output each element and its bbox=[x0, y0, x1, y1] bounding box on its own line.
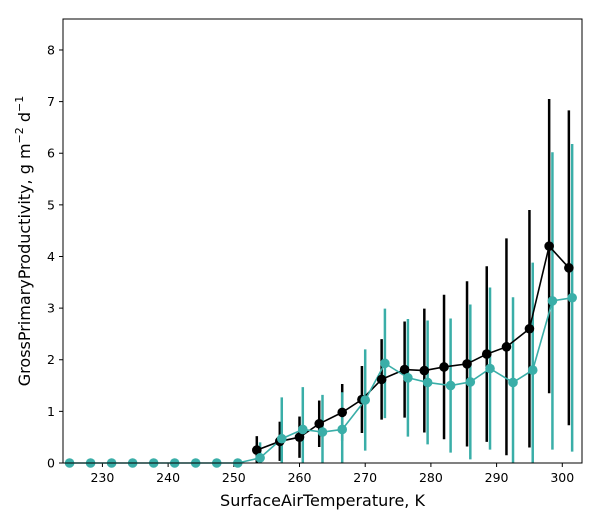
series-teal-markers bbox=[64, 292, 577, 468]
y-axis-label-mid: d bbox=[15, 112, 34, 127]
y-tick-label: 5 bbox=[47, 197, 55, 212]
data-point bbox=[255, 453, 265, 463]
data-point bbox=[445, 380, 456, 391]
data-point bbox=[360, 395, 371, 405]
data-point bbox=[544, 241, 554, 251]
y-axis-label-exp2: −1 bbox=[13, 96, 26, 112]
data-point bbox=[314, 418, 325, 429]
x-tick-label: 300 bbox=[550, 470, 574, 485]
x-axis-label: SurfaceAirTemperature, K bbox=[220, 491, 425, 510]
x-tick-label: 290 bbox=[485, 470, 509, 485]
ticks-layer: 230 240 250 260 270 280 290 300 0 1 2 3 4 5 6 7 8 bbox=[47, 42, 574, 485]
data-point bbox=[403, 373, 413, 383]
y-tick-label: 2 bbox=[47, 352, 55, 367]
x-tick-label: 280 bbox=[419, 470, 443, 485]
data-point bbox=[252, 445, 262, 455]
data-point bbox=[462, 359, 472, 369]
data-point bbox=[337, 424, 348, 435]
data-point bbox=[485, 363, 495, 374]
data-point bbox=[501, 342, 512, 352]
data-point bbox=[337, 407, 348, 418]
x-tick-label: 250 bbox=[222, 470, 246, 485]
data-point bbox=[567, 292, 577, 303]
data-point bbox=[422, 377, 433, 388]
y-tick-label: 8 bbox=[47, 42, 55, 57]
x-tick-label: 240 bbox=[156, 470, 180, 485]
y-tick-label: 6 bbox=[47, 146, 55, 161]
x-tick-label: 230 bbox=[90, 470, 114, 485]
data-point bbox=[294, 432, 305, 442]
y-tick-label: 7 bbox=[47, 94, 55, 109]
data-point bbox=[399, 364, 410, 375]
data-point bbox=[380, 358, 390, 369]
data-point bbox=[376, 374, 387, 385]
plot-area bbox=[63, 19, 582, 463]
markers-layer bbox=[64, 241, 577, 468]
y-tick-label: 4 bbox=[47, 249, 55, 264]
y-tick-label: 1 bbox=[47, 404, 55, 419]
data-point bbox=[297, 424, 308, 435]
x-tick-label: 270 bbox=[353, 470, 377, 485]
plot-frame bbox=[62, 18, 583, 464]
data-point bbox=[508, 377, 518, 388]
data-point bbox=[317, 427, 328, 437]
y-axis-label: GrossPrimaryProductivity, g m−2 d−1 bbox=[13, 96, 34, 386]
y-tick-label: 3 bbox=[47, 301, 55, 316]
y-tick-label: 0 bbox=[47, 456, 55, 471]
data-point bbox=[564, 263, 574, 273]
x-tick-label: 260 bbox=[288, 470, 312, 485]
data-point bbox=[465, 377, 476, 387]
data-point bbox=[527, 365, 538, 375]
y-axis-label-main: GrossPrimaryProductivity, g m bbox=[15, 143, 34, 386]
data-point bbox=[547, 296, 558, 306]
data-point bbox=[439, 362, 449, 372]
data-point bbox=[276, 433, 287, 444]
data-point bbox=[481, 349, 492, 359]
data-point bbox=[419, 365, 430, 376]
y-axis-label-exp1: −2 bbox=[13, 127, 26, 143]
data-point bbox=[524, 323, 535, 334]
